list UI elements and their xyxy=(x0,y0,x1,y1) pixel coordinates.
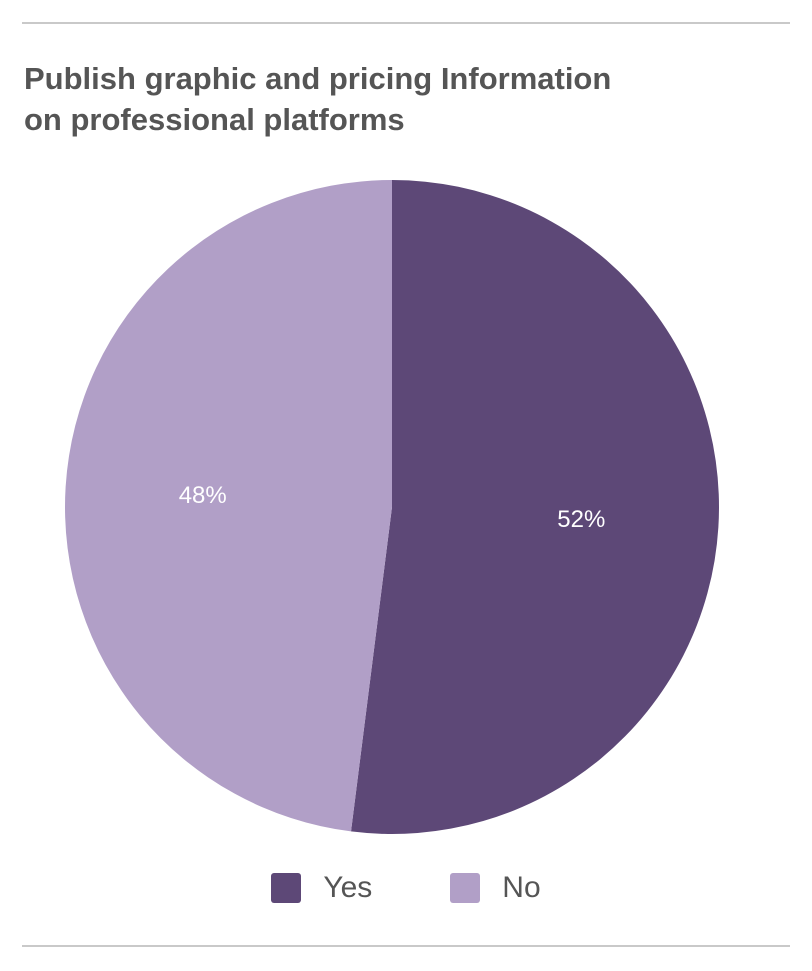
top-divider xyxy=(22,22,790,24)
legend-item-no: No xyxy=(450,868,541,908)
pie-label-no: 48% xyxy=(179,482,227,509)
chart-title-line-2: on professional platforms xyxy=(24,102,405,137)
legend-label-no: No xyxy=(502,871,541,904)
chart-title: Publish graphic and pricing Information … xyxy=(24,58,744,140)
chart-title-line-1: Publish graphic and pricing Information xyxy=(24,61,612,96)
legend-label-yes: Yes xyxy=(323,871,373,904)
legend-swatch-no xyxy=(450,873,481,903)
legend: Yes No xyxy=(0,868,812,908)
pie-slice-no xyxy=(64,180,393,832)
legend-item-yes: Yes xyxy=(271,868,372,908)
pie-slice-yes xyxy=(351,180,719,834)
pie-label-yes: 52% xyxy=(557,506,605,533)
pie-chart: 52% 48% xyxy=(64,180,719,834)
bottom-divider xyxy=(22,945,790,947)
legend-swatch-yes xyxy=(271,873,302,903)
